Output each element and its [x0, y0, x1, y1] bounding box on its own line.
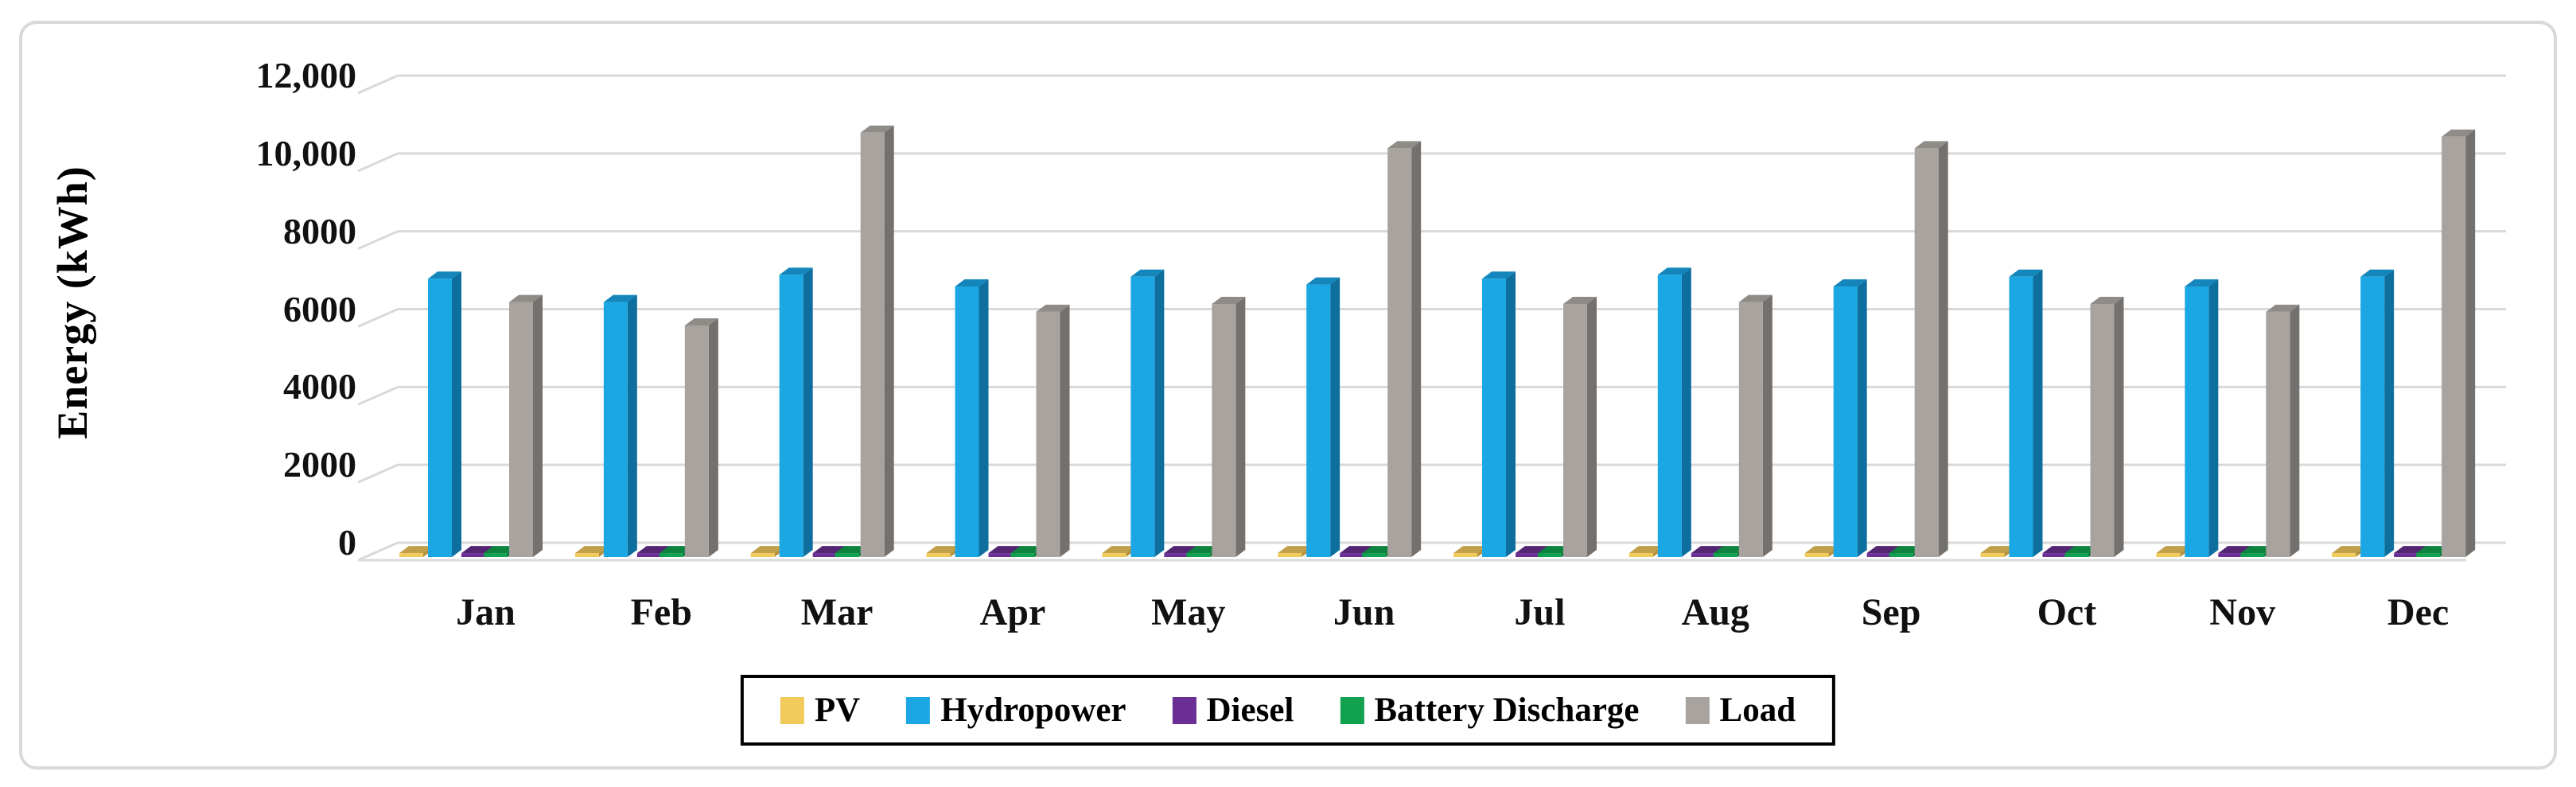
legend-item-battery-discharge: Battery Discharge: [1340, 691, 1640, 730]
x-label-aug: Aug: [1681, 591, 1749, 633]
legend-item-pv: PV: [780, 691, 860, 730]
bars-load: [509, 125, 2476, 557]
legend-item-load: Load: [1685, 691, 1796, 730]
y-tick-12000: 12,000: [255, 55, 357, 95]
x-label-jul: Jul: [1514, 591, 1566, 633]
diesel-swatch-icon: [1172, 696, 1197, 724]
y-tick-4000: 4000: [283, 366, 356, 407]
x-label-dec: Dec: [2387, 591, 2450, 633]
x-label-jun: Jun: [1333, 591, 1395, 633]
x-label-jan: Jan: [456, 591, 516, 633]
load-swatch-icon: [1685, 696, 1710, 724]
legend-label-diesel: Diesel: [1206, 692, 1294, 729]
y-axis-title: Energy (kWh): [49, 166, 96, 439]
legend-label-battery-discharge: Battery Discharge: [1374, 692, 1640, 729]
y-tick-8000: 8000: [283, 210, 356, 251]
y-tick-6000: 6000: [283, 288, 356, 329]
x-label-may: May: [1151, 591, 1226, 633]
legend-item-diesel: Diesel: [1172, 691, 1294, 730]
y-tick-10000: 10,000: [255, 132, 357, 173]
y-tick-0: 0: [338, 522, 356, 563]
bars-hydropower: [428, 267, 2395, 557]
x-label-sep: Sep: [1861, 591, 1921, 633]
pv-swatch-icon: [780, 696, 804, 724]
hydropower-swatch-icon: [906, 696, 931, 724]
x-label-feb: Feb: [630, 591, 692, 633]
legend-label-hydropower: Hydropower: [940, 692, 1127, 729]
x-label-mar: Mar: [800, 591, 874, 633]
legend-label-pv: PV: [814, 692, 861, 729]
gridlines: [357, 74, 2506, 562]
battery-discharge-swatch-icon: [1340, 696, 1364, 724]
x-label-oct: Oct: [2037, 591, 2097, 633]
x-label-nov: Nov: [2209, 591, 2276, 633]
y-tick-2000: 2000: [283, 444, 356, 485]
legend-item-hydropower: Hydropower: [906, 691, 1127, 730]
legend-label-load: Load: [1719, 692, 1796, 729]
x-label-apr: Apr: [979, 591, 1046, 633]
legend: PV Hydropower Diesel Battery Discharge L…: [740, 675, 1836, 746]
